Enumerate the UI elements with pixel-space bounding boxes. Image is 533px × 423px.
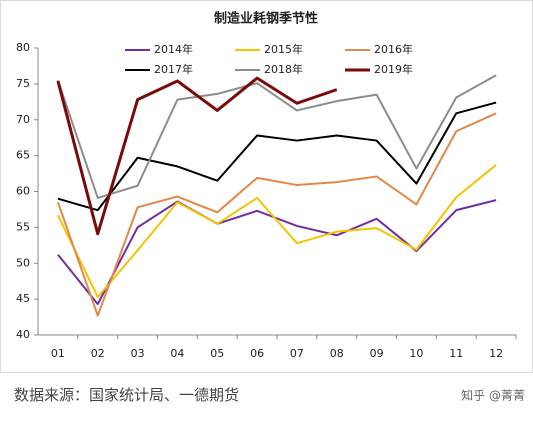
series-line: [57, 199, 497, 306]
series-line: [56, 112, 497, 317]
y-tick-label: 50: [16, 256, 30, 269]
legend-label: 2017年: [154, 62, 193, 76]
y-tick-label: 60: [16, 185, 30, 198]
x-tick-label: 04: [170, 347, 184, 360]
y-tick-label: 65: [16, 149, 30, 162]
x-tick-label: 10: [409, 347, 423, 360]
y-tick-label: 55: [16, 220, 30, 233]
legend-label: 2015年: [264, 42, 303, 56]
x-tick-label: 02: [91, 347, 105, 360]
x-tick-label: 03: [131, 347, 145, 360]
x-tick-label: 01: [51, 347, 65, 360]
legend-label: 2016年: [374, 42, 413, 56]
legend-label: 2019年: [374, 62, 413, 76]
series-line: [56, 74, 497, 199]
chart-border: [0, 0, 533, 373]
y-tick-label: 45: [16, 292, 30, 305]
y-tick-label: 75: [16, 77, 30, 90]
series-line: [57, 101, 497, 212]
x-tick-label: 07: [290, 347, 304, 360]
x-tick-label: 06: [250, 347, 264, 360]
y-tick-label: 80: [16, 41, 30, 54]
source-note: 数据来源：国家统计局、一德期货: [14, 386, 239, 404]
x-tick-label: 08: [330, 347, 344, 360]
series-line: [56, 76, 338, 236]
legend-label: 2014年: [154, 42, 193, 56]
y-tick-label: 40: [16, 328, 30, 341]
chart-title: 制造业耗钢季节性: [214, 11, 318, 27]
y-tick-label: 70: [16, 113, 30, 126]
x-tick-label: 12: [489, 347, 503, 360]
x-tick-label: 11: [449, 347, 463, 360]
x-tick-label: 05: [210, 347, 224, 360]
legend-label: 2018年: [264, 62, 303, 76]
watermark: 知乎 @菁菁: [461, 389, 525, 403]
series-line: [57, 164, 497, 298]
x-tick-label: 09: [370, 347, 384, 360]
